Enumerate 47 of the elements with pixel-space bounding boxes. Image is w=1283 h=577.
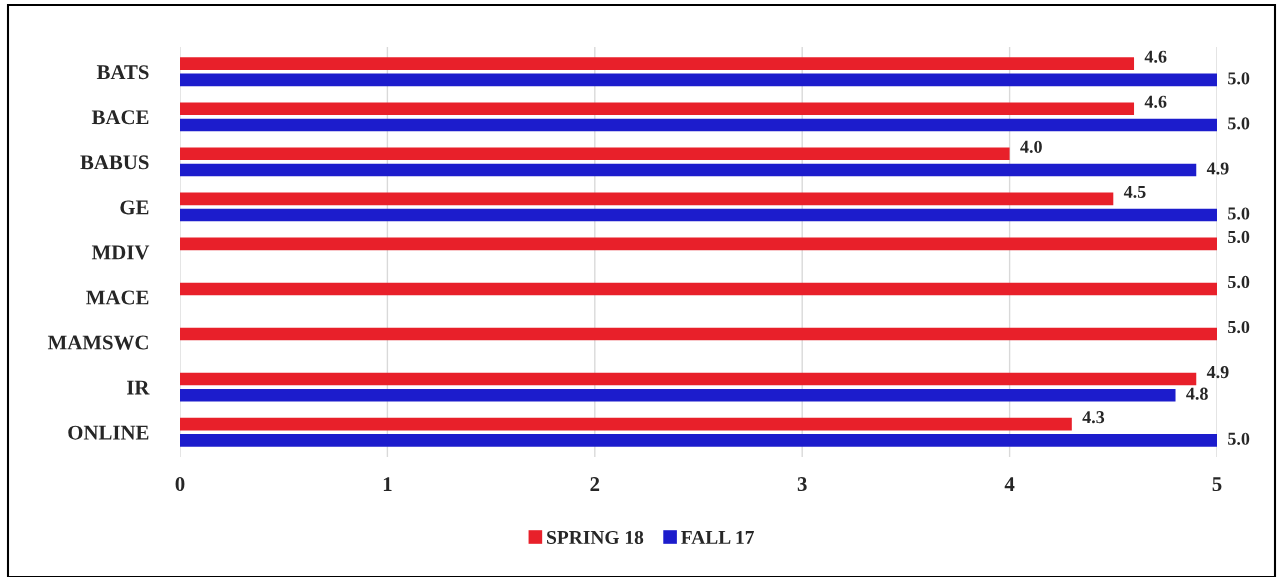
bar	[180, 282, 1217, 296]
bar	[180, 417, 1072, 431]
bar	[180, 73, 1217, 87]
x-tick-label: 3	[797, 477, 807, 492]
y-tick-label: BACE	[91, 110, 149, 125]
bar	[180, 118, 1217, 132]
y-tick-label: GE	[120, 200, 149, 215]
data-label: 4.6	[1144, 95, 1167, 108]
data-label: 5.0	[1228, 230, 1250, 244]
bar	[180, 388, 1176, 402]
data-label: 5.0	[1228, 432, 1250, 445]
data-label: 5.0	[1228, 72, 1250, 85]
bar	[180, 102, 1135, 116]
data-label: 5.0	[1228, 207, 1250, 220]
data-label: 4.0	[1020, 140, 1042, 153]
y-tick-label: BABUS	[80, 155, 149, 170]
x-tick-label: 2	[590, 477, 600, 491]
x-tick-label: 5	[1212, 477, 1222, 492]
bar	[180, 372, 1197, 386]
bar	[180, 208, 1217, 222]
data-label: 4.5	[1123, 185, 1146, 199]
y-tick-label: MACE	[86, 290, 149, 305]
y-tick-label: IR	[126, 380, 150, 395]
data-label: 4.6	[1144, 50, 1167, 63]
bar	[180, 327, 1217, 341]
bar	[180, 57, 1135, 70]
bar	[180, 147, 1010, 161]
y-tick-label: MDIV	[91, 245, 150, 260]
data-label: 5.0	[1228, 275, 1250, 289]
bar	[180, 192, 1114, 206]
data-label: 4.8	[1186, 387, 1208, 400]
legend-label: SPRING 18	[547, 530, 644, 545]
data-label: 4.9	[1206, 366, 1229, 379]
data-label: 5.0	[1228, 117, 1250, 130]
legend-label: FALL 17	[681, 530, 754, 544]
bar	[180, 237, 1217, 251]
x-tick-label: 4	[1004, 477, 1015, 491]
data-label: 4.3	[1082, 411, 1105, 424]
data-label: 4.9	[1206, 162, 1229, 175]
x-tick-label: 1	[383, 477, 392, 491]
data-label: 5.0	[1228, 320, 1250, 334]
bar	[180, 163, 1197, 177]
x-tick-label: 0	[175, 477, 185, 492]
bar	[180, 434, 1217, 447]
y-tick-label: ONLINE	[68, 425, 149, 440]
y-tick-label: MAMSWC	[47, 335, 148, 350]
y-tick-label: BATS	[96, 65, 149, 80]
